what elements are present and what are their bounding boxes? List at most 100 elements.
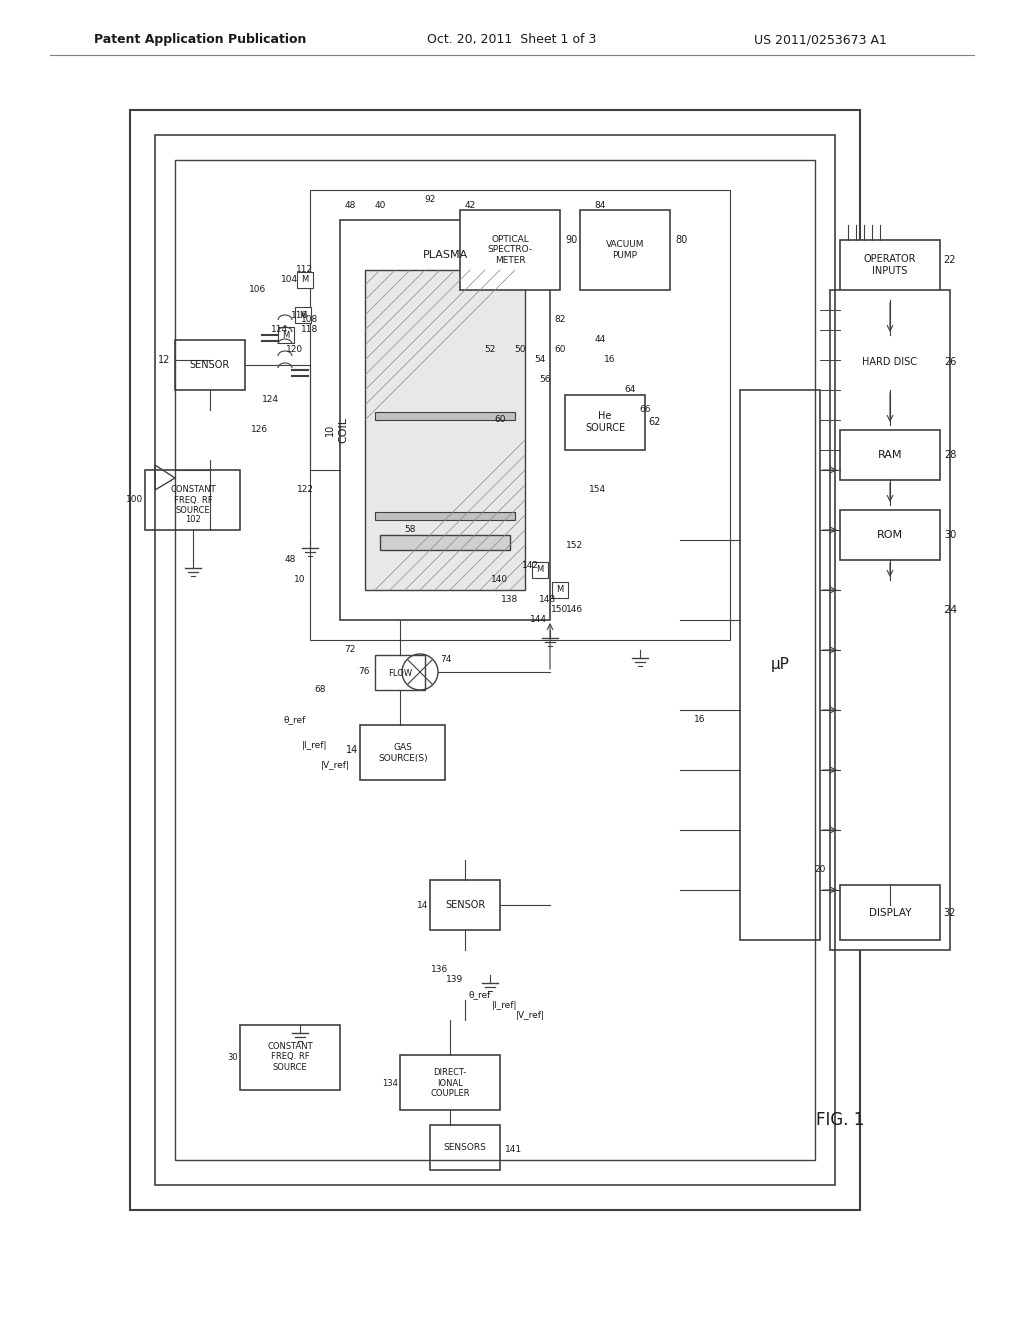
Text: OPTICAL
SPECTRO-
METER: OPTICAL SPECTRO- METER [487, 235, 532, 265]
Bar [375, 512, 515, 520]
Text: He
SOURCE: He SOURCE [585, 412, 625, 433]
Bar [240, 1026, 340, 1090]
Text: 72: 72 [344, 645, 355, 655]
Text: RAM: RAM [878, 450, 902, 459]
Bar [840, 510, 940, 560]
Text: FLOW: FLOW [388, 668, 412, 677]
Bar [365, 271, 525, 590]
Text: θ_ref: θ_ref [469, 990, 492, 999]
Text: 56: 56 [540, 375, 551, 384]
Text: 14: 14 [346, 744, 358, 755]
Bar [145, 470, 240, 531]
Text: 48: 48 [344, 201, 355, 210]
Text: 136: 136 [431, 965, 449, 974]
Text: 134: 134 [382, 1078, 398, 1088]
Bar [740, 389, 820, 940]
Text: PLASMA: PLASMA [422, 249, 468, 260]
Bar [380, 535, 510, 550]
Bar [580, 210, 670, 290]
Text: 104: 104 [282, 276, 299, 285]
Bar [840, 335, 940, 389]
Text: 92: 92 [424, 195, 435, 205]
Text: HARD DISC: HARD DISC [862, 356, 918, 367]
Bar [278, 327, 294, 343]
Text: GAS
SOURCE(S): GAS SOURCE(S) [378, 743, 428, 763]
Bar [360, 725, 445, 780]
Text: 58: 58 [404, 525, 416, 535]
Bar [430, 880, 500, 931]
Bar [840, 430, 940, 480]
Text: 118: 118 [301, 326, 318, 334]
Text: |I_ref|: |I_ref| [493, 1001, 518, 1010]
Text: 10: 10 [294, 576, 306, 585]
Text: 24: 24 [943, 605, 957, 615]
Bar [552, 582, 568, 598]
Text: 90: 90 [565, 235, 578, 246]
Text: 102: 102 [185, 516, 201, 524]
Text: 139: 139 [446, 975, 464, 985]
Text: 30: 30 [227, 1052, 238, 1061]
Text: 32: 32 [944, 908, 956, 917]
Text: FIG. 1: FIG. 1 [816, 1111, 864, 1129]
Text: 146: 146 [566, 606, 584, 615]
Text: 84: 84 [594, 201, 605, 210]
Text: M: M [301, 276, 308, 285]
Text: 142: 142 [521, 561, 539, 569]
Text: 114: 114 [271, 326, 289, 334]
Text: 140: 140 [492, 576, 509, 585]
Text: 82: 82 [554, 315, 565, 325]
Text: 152: 152 [566, 540, 584, 549]
Text: CONSTANT
FREQ. RF
SOURCE: CONSTANT FREQ. RF SOURCE [267, 1041, 312, 1072]
Text: 20: 20 [814, 866, 825, 874]
Text: 22: 22 [944, 255, 956, 265]
Text: 54: 54 [535, 355, 546, 364]
Text: 12: 12 [158, 355, 170, 366]
Text: SENSORS: SENSORS [443, 1143, 486, 1151]
Text: 106: 106 [250, 285, 266, 294]
Bar [340, 220, 550, 620]
Bar [460, 210, 560, 290]
Text: US 2011/0253673 A1: US 2011/0253673 A1 [754, 33, 887, 46]
Text: |I_ref|: |I_ref| [302, 741, 328, 750]
Text: 116: 116 [292, 310, 308, 319]
Bar [400, 1055, 500, 1110]
Text: 108: 108 [301, 315, 318, 325]
Text: 14: 14 [417, 900, 428, 909]
Text: Oct. 20, 2011  Sheet 1 of 3: Oct. 20, 2011 Sheet 1 of 3 [427, 33, 597, 46]
Text: 120: 120 [287, 346, 303, 355]
Text: Patent Application Publication: Patent Application Publication [94, 33, 306, 46]
Text: 30: 30 [944, 531, 956, 540]
Text: VACUUM
PUMP: VACUUM PUMP [606, 240, 644, 260]
Text: 42: 42 [464, 201, 475, 210]
Text: |V_ref|: |V_ref| [321, 760, 349, 770]
Text: 10: 10 [325, 424, 335, 436]
Text: 112: 112 [296, 265, 313, 275]
Text: 52: 52 [484, 346, 496, 355]
Text: 48: 48 [285, 556, 296, 565]
Text: 60: 60 [554, 346, 565, 355]
Text: 76: 76 [358, 668, 370, 676]
Text: OPERATOR
INPUTS: OPERATOR INPUTS [864, 255, 916, 276]
Text: DISPLAY: DISPLAY [868, 908, 911, 917]
Text: θ_ref: θ_ref [284, 715, 306, 725]
Bar [295, 308, 311, 323]
Text: M: M [283, 330, 290, 339]
Text: M: M [556, 586, 563, 594]
Text: 126: 126 [252, 425, 268, 434]
Bar [175, 341, 245, 389]
Text: 148: 148 [540, 595, 557, 605]
Text: 74: 74 [440, 656, 452, 664]
Text: 16: 16 [694, 715, 706, 725]
Text: μP: μP [771, 657, 790, 672]
Text: 138: 138 [502, 595, 518, 605]
Text: CONSTANT
FREQ. RF
SOURCE: CONSTANT FREQ. RF SOURCE [170, 486, 216, 515]
Text: 122: 122 [297, 486, 313, 495]
Text: 26: 26 [944, 356, 956, 367]
Text: |V_ref|: |V_ref| [515, 1011, 545, 1019]
Text: 154: 154 [590, 486, 606, 495]
Bar [310, 190, 730, 640]
Text: 144: 144 [529, 615, 547, 624]
Text: 66: 66 [639, 405, 650, 414]
Text: SENSOR: SENSOR [189, 360, 230, 370]
Bar [830, 290, 950, 950]
